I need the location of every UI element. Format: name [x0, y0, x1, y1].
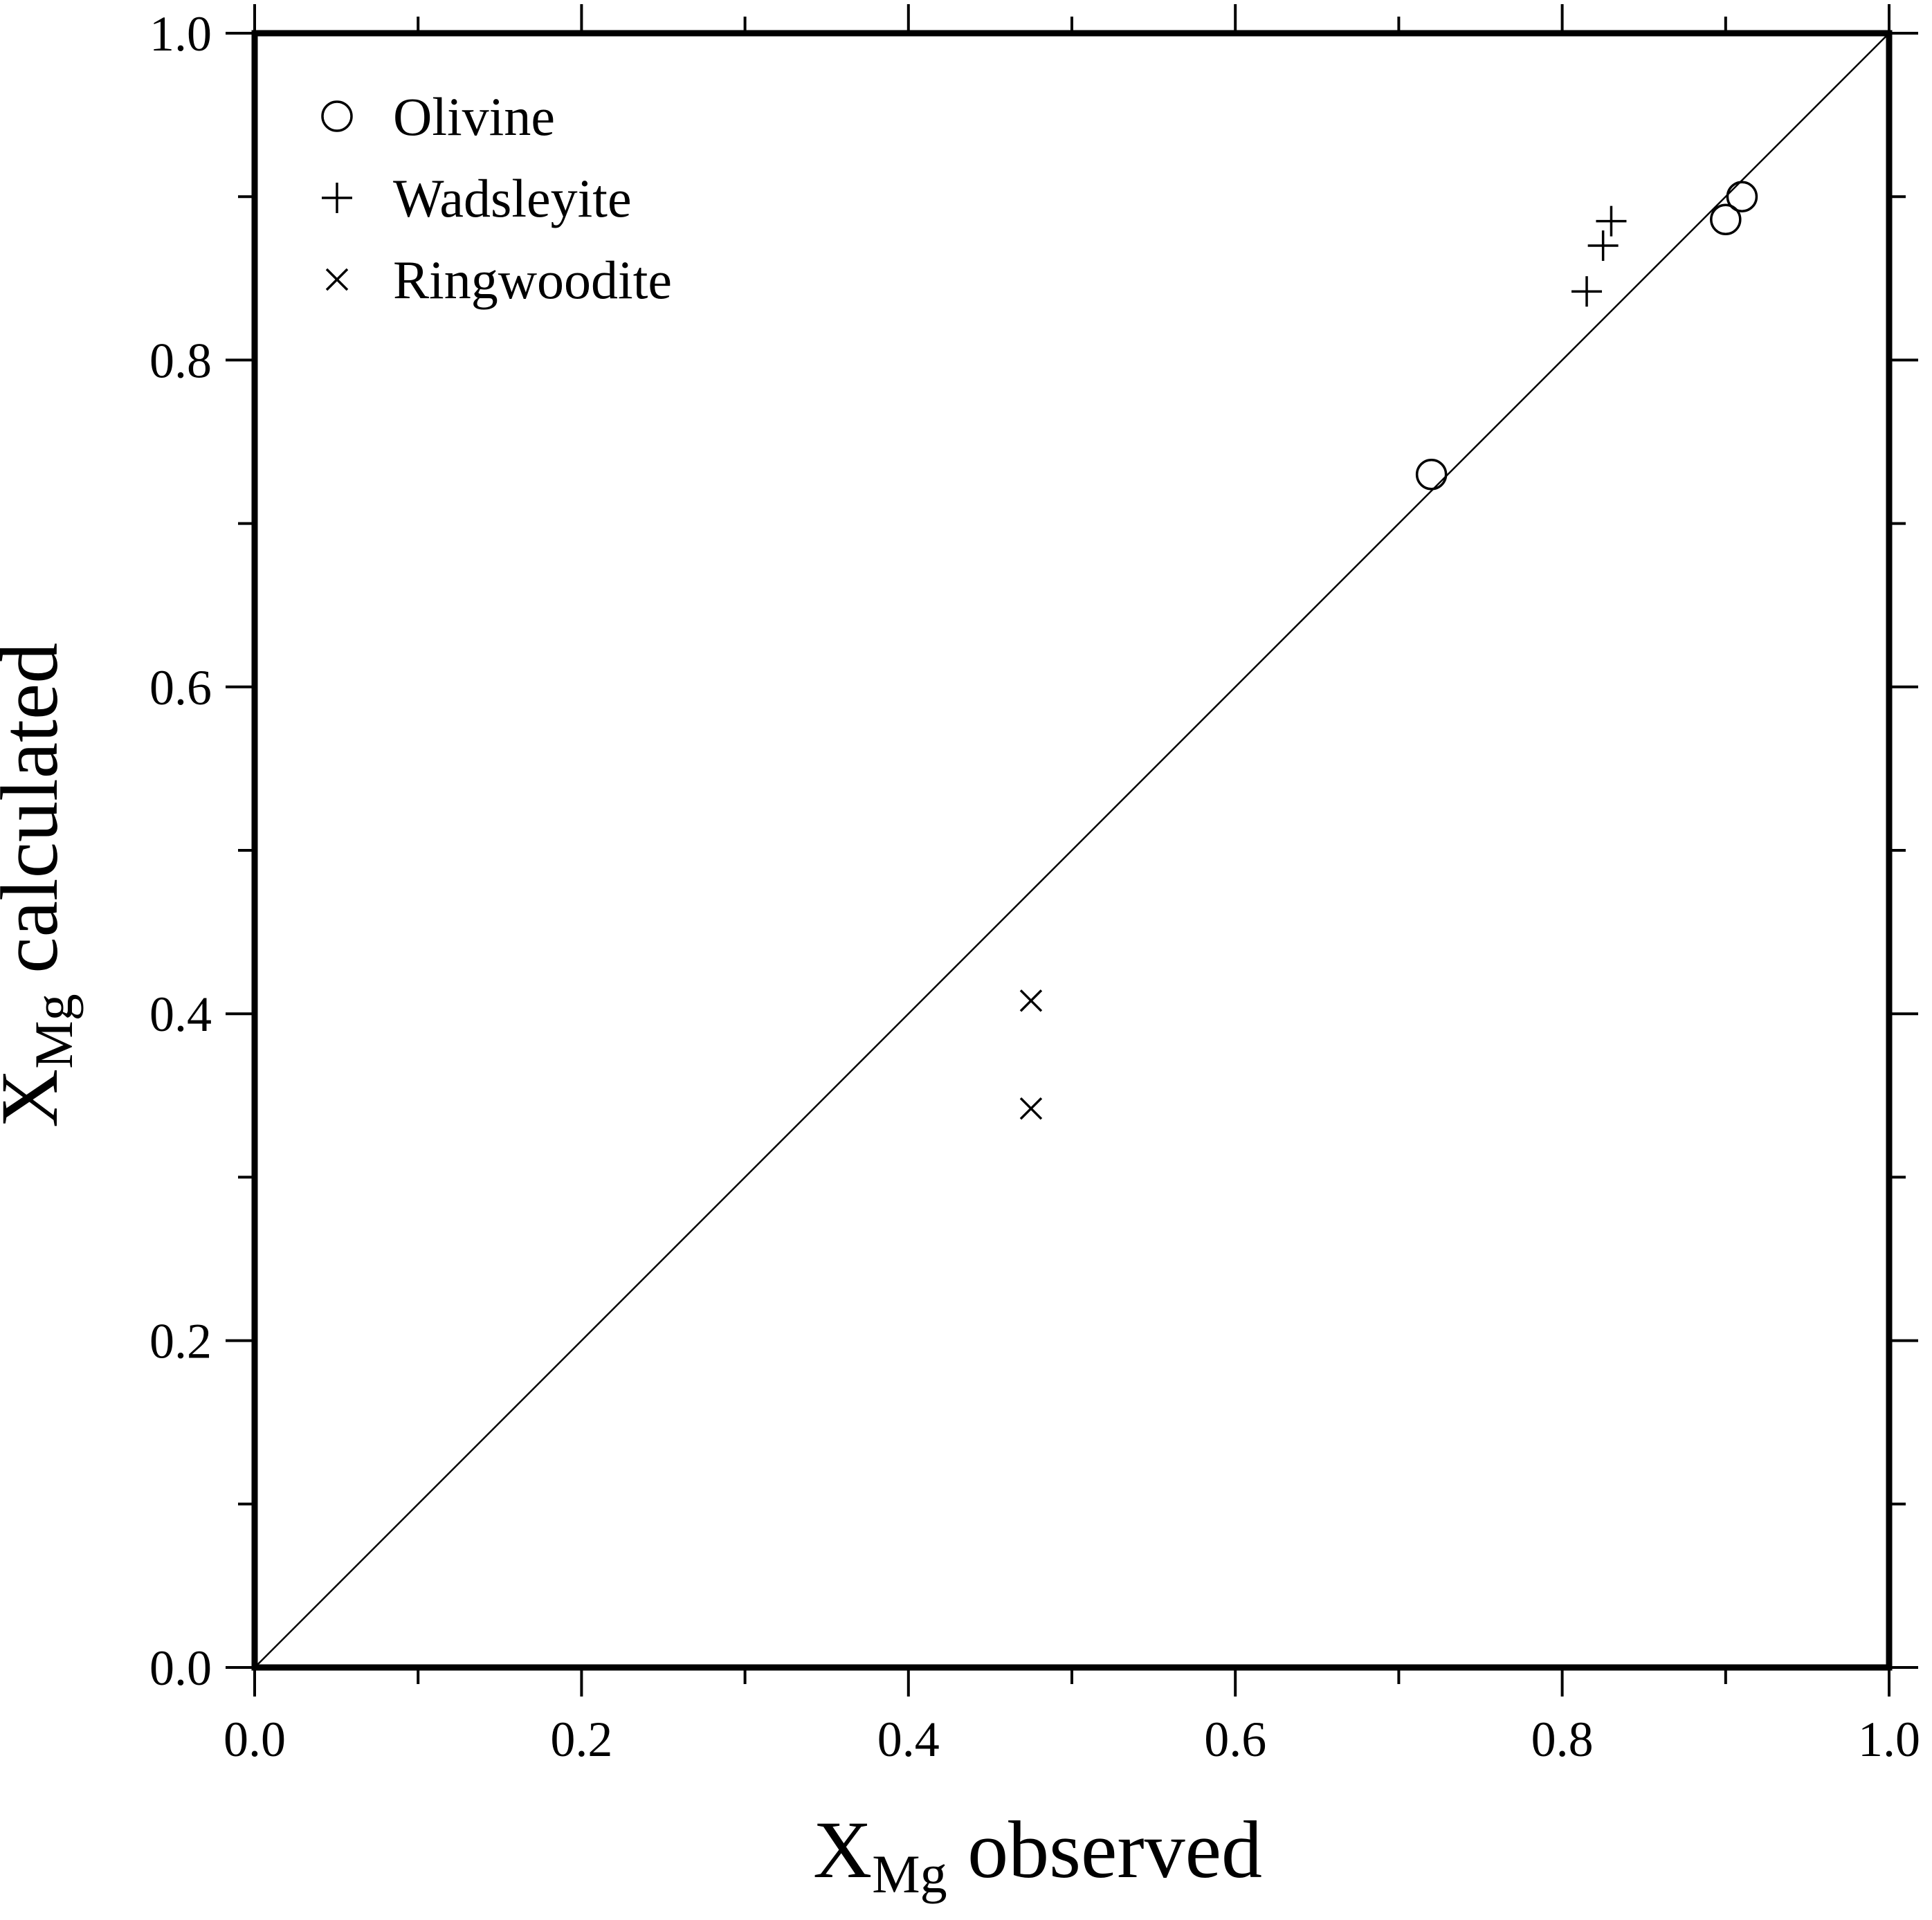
- x-tick-label: 1.0: [1858, 1712, 1920, 1767]
- legend-marker-wadsleyite: [322, 183, 352, 213]
- legend-label-wadsleyite: Wadsleyite: [393, 168, 632, 228]
- marker-circle: [1726, 181, 1758, 212]
- y-tick-label: 0.4: [149, 987, 212, 1042]
- legend-label-ringwoodite: Ringwoodite: [393, 250, 672, 310]
- legend-marker-olivine: [321, 100, 353, 132]
- y-tick-label: 0.2: [149, 1314, 212, 1369]
- marker-circle: [1415, 458, 1448, 491]
- data-point-wadsleyite: [1587, 230, 1619, 262]
- x-tick-label: 0.6: [1204, 1712, 1266, 1767]
- data-point-ringwoodite: [1019, 989, 1043, 1012]
- x-tick-label: 0.4: [877, 1712, 940, 1767]
- y-tick-label: 1.0: [149, 6, 212, 62]
- y-axis-title-sub: Mg: [24, 994, 84, 1068]
- legend: Olivine Wadsleyite Ringwoodite: [321, 86, 672, 310]
- y-tick-label: 0.8: [149, 333, 212, 388]
- x-tick-label: 0.8: [1531, 1712, 1594, 1767]
- x-tick-label: 0.2: [550, 1712, 612, 1767]
- x-axis-title-main: X: [813, 1804, 872, 1895]
- marker-cross-b: [325, 268, 349, 291]
- x-axis-title: XMg observed: [813, 1804, 1262, 1904]
- data-point-wadsleyite: [1571, 276, 1603, 307]
- x-tick-label: 0.0: [224, 1712, 286, 1767]
- data-point-olivine: [1415, 458, 1448, 491]
- y-axis-title: XMg calculated: [0, 643, 84, 1128]
- y-axis-title-main: X: [0, 1069, 75, 1128]
- legend-marker-ringwoodite: [325, 268, 349, 291]
- data-point-wadsleyite: [1596, 205, 1627, 237]
- legend-label-olivine: Olivine: [393, 86, 555, 147]
- marker-circle: [1710, 203, 1742, 236]
- marker-circle: [321, 100, 353, 132]
- y-tick-label: 0.0: [149, 1640, 212, 1696]
- data-point-olivine: [1726, 181, 1758, 212]
- x-axis-title-rest: observed: [947, 1804, 1262, 1895]
- reference-line-y-equals-x: [254, 33, 1890, 1668]
- data-point-ringwoodite: [1019, 1097, 1043, 1120]
- marker-cross-b: [1019, 989, 1043, 1012]
- y-axis-title-rest: calculated: [0, 643, 75, 994]
- marker-cross-b: [1019, 1097, 1043, 1120]
- data-point-olivine: [1710, 203, 1742, 236]
- x-axis-title-sub: Mg: [872, 1844, 947, 1904]
- y-tick-label: 0.6: [149, 660, 212, 715]
